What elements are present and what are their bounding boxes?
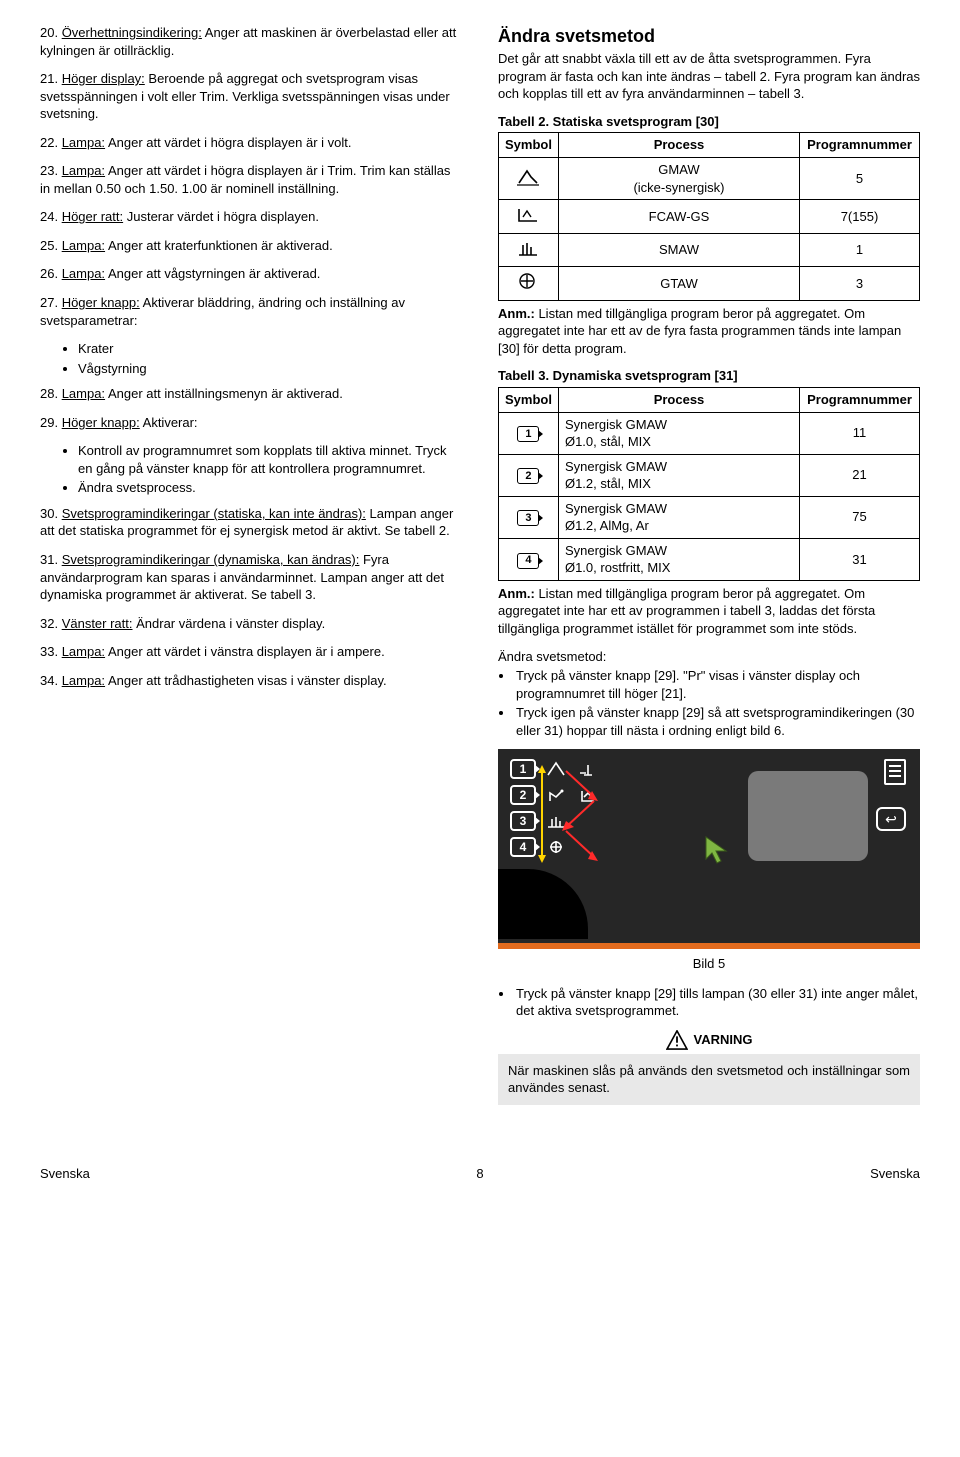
process-cell: Synergisk GMAWØ1.2, stål, MIX [558,454,799,496]
figure-wrapper: ↩ 1 2 3 4 [498,749,920,973]
orange-bar [498,943,920,949]
list-item: 32. Vänster ratt: Ändrar värdena i vänst… [40,615,462,633]
process-cell: FCAW-GS [558,200,799,234]
process-icon [576,759,600,779]
list-item: 26. Lampa: Anger att vågstyrningen är ak… [40,265,462,283]
process-icon [544,785,568,805]
footer-right: Svenska [870,1165,920,1183]
th-number: Programnummer [800,133,920,158]
list-item: 29. Höger knapp: Aktiverar: [40,414,462,432]
warning-label: VARNING [694,1031,753,1049]
th-symbol: Symbol [499,387,559,412]
figure-caption: Bild 5 [498,955,920,973]
process-cell: GTAW [558,267,799,301]
mem-button-4: 4 [510,837,536,857]
number-cell: 1 [800,233,920,267]
panel-figure: ↩ 1 2 3 4 [498,749,920,949]
process-cell: Synergisk GMAWØ1.0, rostfritt, MIX [558,538,799,580]
process-cell: Synergisk GMAWØ1.0, stål, MIX [558,412,799,454]
intro-paragraph: Det går att snabbt växla till ett av de … [498,50,920,103]
process-icon [544,759,568,779]
list-item: 23. Lampa: Anger att värdet i högra disp… [40,162,462,197]
list-item: Tryck igen på vänster knapp [29] så att … [514,704,920,739]
footer-left: Svenska [40,1165,90,1183]
list-item: 24. Höger ratt: Justerar värdet i högra … [40,208,462,226]
table-row: 4Synergisk GMAWØ1.0, rostfritt, MIX31 [499,538,920,580]
symbol-cell [499,233,559,267]
note-table3: Anm.: Listan med tillgängliga program be… [498,585,920,638]
process-cell: Synergisk GMAWØ1.2, AlMg, Ar [558,496,799,538]
process-icon [544,811,568,831]
list-item: 30. Svetsprogramindikeringar (statiska, … [40,505,462,540]
table3-caption: Tabell 3. Dynamiska svetsprogram [31] [498,367,920,385]
list-item: 20. Överhettningsindikering: Anger att m… [40,24,462,59]
return-icon: ↩ [876,807,906,831]
document-icon [884,759,906,785]
symbol-cell: 3 [499,496,559,538]
list-item: 31. Svetsprogramindikeringar (dynamiska,… [40,551,462,604]
table-row: 1Synergisk GMAWØ1.0, stål, MIX11 [499,412,920,454]
note-table2: Anm.: Listan med tillgängliga program be… [498,305,920,358]
symbol-cell [499,267,559,301]
change-method-heading: Ändra svetsmetod: [498,648,920,666]
mem-button-3: 3 [510,811,536,831]
knob-shape [498,869,588,939]
warning-icon [666,1030,688,1050]
sub-bullets: KraterVågstyrning [40,340,462,377]
list-item: Tryck på vänster knapp [29] tills lampan… [514,985,920,1020]
footer-center: 8 [476,1165,483,1183]
process-cell: GMAW(icke-synergisk) [558,158,799,200]
number-cell: 7(155) [800,200,920,234]
section-heading: Ändra svetsmetod [498,24,920,48]
symbol-cell [499,200,559,234]
th-symbol: Symbol [499,133,559,158]
symbol-cell: 2 [499,454,559,496]
table-row: GTAW3 [499,267,920,301]
number-cell: 75 [800,496,920,538]
list-item: 28. Lampa: Anger att inställningsmenyn ä… [40,385,462,403]
page-footer: Svenska 8 Svenska [40,1165,920,1183]
sub-bullets: Kontroll av programnumret som kopplats t… [40,442,462,497]
right-column: Ändra svetsmetod Det går att snabbt växl… [498,24,920,1105]
process-icon [576,785,600,805]
process-icon [544,837,568,857]
list-item: Tryck på vänster knapp [29]. "Pr" visas … [514,667,920,702]
left-column: 20. Överhettningsindikering: Anger att m… [40,24,462,1105]
table2-caption: Tabell 2. Statiska svetsprogram [30] [498,113,920,131]
mem-button-1: 1 [510,759,536,779]
list-item: 22. Lampa: Anger att värdet i högra disp… [40,134,462,152]
number-cell: 31 [800,538,920,580]
list-item: 27. Höger knapp: Aktiverar bläddring, än… [40,294,462,329]
number-cell: 5 [800,158,920,200]
table-row: SMAW1 [499,233,920,267]
number-cell: 3 [800,267,920,301]
after-figure-steps: Tryck på vänster knapp [29] tills lampan… [498,985,920,1020]
table-static-programs: Symbol Process Programnummer GMAW(icke-s… [498,132,920,300]
list-item: 33. Lampa: Anger att värdet i vänstra di… [40,643,462,661]
symbol-cell [499,158,559,200]
symbol-cell: 4 [499,538,559,580]
process-cell: SMAW [558,233,799,267]
change-method-steps: Tryck på vänster knapp [29]. "Pr" visas … [498,667,920,739]
display-screen [748,771,868,861]
symbol-cell: 1 [499,412,559,454]
table-row: GMAW(icke-synergisk)5 [499,158,920,200]
th-number: Programnummer [800,387,920,412]
warning-box: När maskinen slås på används den svetsme… [498,1054,920,1105]
number-cell: 21 [800,454,920,496]
th-process: Process [558,133,799,158]
number-cell: 11 [800,412,920,454]
mem-button-2: 2 [510,785,536,805]
two-column-layout: 20. Överhettningsindikering: Anger att m… [40,24,920,1105]
list-item: 34. Lampa: Anger att trådhastigheten vis… [40,672,462,690]
list-item: 25. Lampa: Anger att kraterfunktionen är… [40,237,462,255]
list-item: 21. Höger display: Beroende på aggregat … [40,70,462,123]
table-row: 3Synergisk GMAWØ1.2, AlMg, Ar75 [499,496,920,538]
table-row: 2Synergisk GMAWØ1.2, stål, MIX21 [499,454,920,496]
warning-heading: VARNING [498,1030,920,1050]
th-process: Process [558,387,799,412]
table-dynamic-programs: Symbol Process Programnummer 1Synergisk … [498,387,920,581]
table-row: FCAW-GS7(155) [499,200,920,234]
